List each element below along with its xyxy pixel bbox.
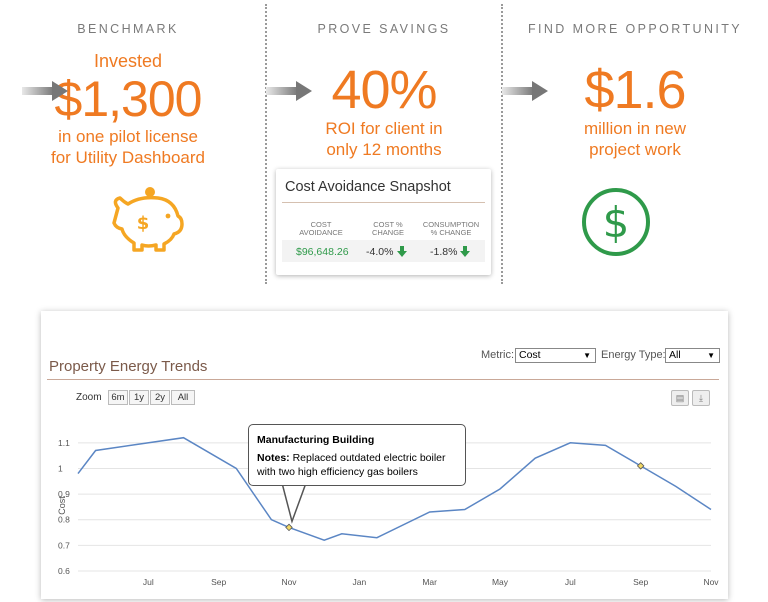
opportunity-column: FIND MORE OPPORTUNITY $1.6 million in ne… [502, 0, 768, 160]
piggy-bank-icon: $ [112, 187, 184, 252]
arrow-right-icon [266, 81, 312, 101]
series-marker [285, 523, 293, 532]
benchmark-value: $1,300 [54, 71, 203, 127]
x-tick-label: Jul [143, 577, 154, 587]
x-tick-label: Nov [703, 577, 719, 587]
down-arrow-icon [397, 246, 407, 257]
tooltip-notes-label: Notes: [257, 452, 290, 464]
benchmark-heading: BENCHMARK [77, 22, 179, 36]
benchmark-line1: in one pilot license [58, 127, 198, 146]
y-tick-label: 1.1 [58, 438, 70, 448]
x-tick-label: Jan [352, 577, 366, 587]
chevron-down-icon: ▼ [583, 351, 591, 360]
series-markers [285, 462, 645, 532]
snapshot-cost-avoidance-value: $96,648.26 [296, 246, 349, 258]
divider-left [265, 4, 267, 284]
x-tick-label: Sep [211, 577, 226, 587]
tooltip-title: Manufacturing Building [257, 434, 375, 446]
x-tick-label: May [492, 577, 509, 587]
snapshot-rule [282, 202, 485, 203]
x-tick-label: Mar [422, 577, 437, 587]
benchmark-pre: Invested [93, 51, 163, 71]
savings-heading: PROVE SAVINGS [317, 22, 451, 36]
svg-text:$: $ [603, 198, 630, 247]
chevron-down-icon: ▼ [707, 351, 715, 360]
y-tick-labels: 0.6 0.7 0.8 0.9 1 1.1 [58, 438, 70, 576]
annotation-tooltip: Manufacturing Building Notes: Replaced o… [248, 424, 466, 486]
series-line [77, 436, 712, 541]
savings-value: 40% [331, 60, 437, 120]
snapshot-cost-change-value: -4.0% [366, 246, 394, 258]
zoom-all-button[interactable]: All [171, 390, 195, 405]
opportunity-line2: project work [589, 140, 681, 159]
y-tick-label: 0.7 [58, 540, 70, 550]
x-tick-label: Jul [565, 577, 576, 587]
panel-rule [47, 379, 719, 380]
y-tick-label: 0.9 [58, 489, 70, 499]
tooltip-pointer [281, 482, 308, 524]
snapshot-header-cost-change: COST % CHANGE [371, 220, 405, 237]
zoom-label: Zoom [76, 392, 102, 403]
zoom-1y-button[interactable]: 1y [129, 390, 149, 405]
metric-label: Metric: [481, 349, 514, 361]
snapshot-header-consumption-change: CONSUMPTION% CHANGE [422, 220, 480, 237]
snapshot-header-cost-avoidance: COST AVOIDANCE [299, 220, 343, 237]
y-tick-label: 0.8 [58, 515, 70, 525]
x-tick-labels: Jul Sep Nov Jan Mar May Jul Sep Nov [143, 577, 719, 587]
savings-column: PROVE SAVINGS 40% ROI for client in only… [266, 0, 502, 160]
opportunity-value: $1.6 [584, 60, 686, 120]
x-tick-label: Sep [633, 577, 648, 587]
y-axis-label: Cost [57, 496, 67, 515]
savings-line2: only 12 months [326, 140, 442, 159]
snapshot-values-row: $96,648.26 -4.0% -1.8% [282, 240, 485, 262]
benchmark-column: BENCHMARK Invested $1,300 in one pilot l… [0, 0, 256, 168]
arrow-right-icon [502, 81, 548, 101]
y-tick-label: 1 [58, 463, 63, 473]
series-marker [636, 462, 645, 470]
panel-title: Property Energy Trends [49, 358, 208, 375]
tooltip-notes: Notes: Replaced outdated electric boiler… [257, 451, 462, 479]
print-icon[interactable]: ▤ [671, 390, 689, 406]
benchmark-line2: for Utility Dashboard [50, 148, 205, 167]
savings-line1: ROI for client in [325, 119, 443, 138]
opportunity-line1: million in new [583, 119, 687, 138]
tooltip-notes-text: Replaced outdated electric boiler with t… [257, 452, 446, 478]
energy-type-label: Energy Type: [601, 349, 666, 361]
y-tick-label: 0.6 [58, 566, 70, 576]
divider-right [501, 4, 503, 284]
down-arrow-icon [460, 246, 470, 257]
arrow-right-icon [22, 81, 68, 101]
svg-text:$: $ [137, 213, 150, 234]
x-tick-label: Nov [281, 577, 297, 587]
zoom-6m-button[interactable]: 6m [108, 390, 128, 405]
snapshot-title: Cost Avoidance Snapshot [285, 179, 451, 195]
zoom-2y-button[interactable]: 2y [150, 390, 170, 405]
snapshot-consumption-change-value: -1.8% [430, 246, 458, 258]
dollar-circle-icon: $ [582, 188, 650, 256]
cost-avoidance-snapshot: Cost Avoidance Snapshot COST AVOIDANCE CO… [276, 169, 491, 275]
metric-select[interactable]: Cost ▼ [515, 348, 596, 363]
energy-type-select[interactable]: All ▼ [665, 348, 720, 363]
opportunity-heading: FIND MORE OPPORTUNITY [527, 22, 743, 36]
download-icon[interactable]: ⤓ [692, 390, 710, 406]
